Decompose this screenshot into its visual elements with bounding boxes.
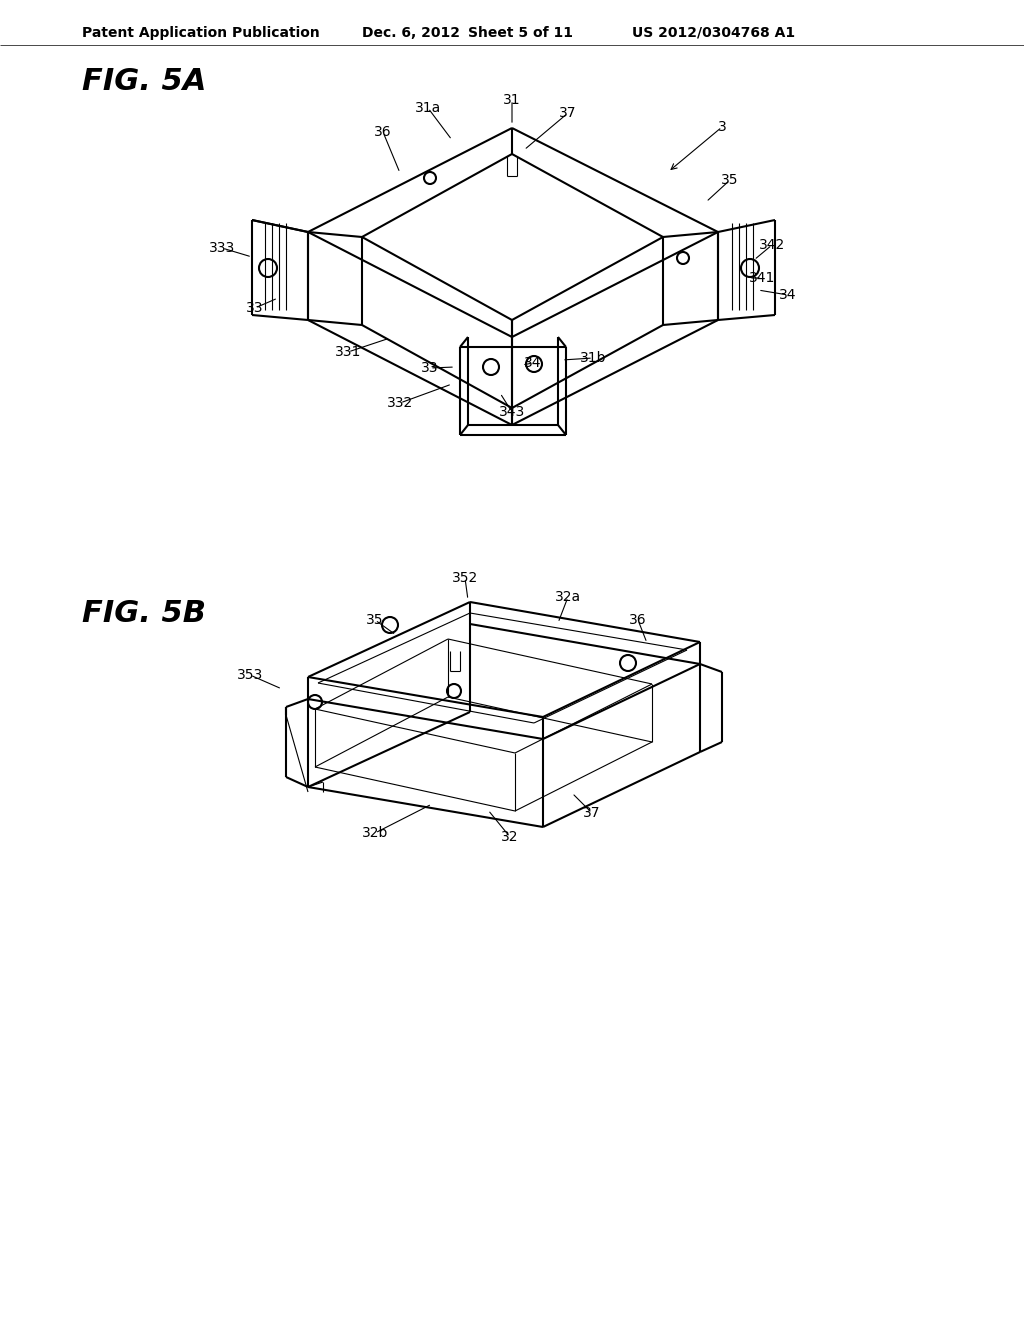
Text: US 2012/0304768 A1: US 2012/0304768 A1 [632,26,795,40]
Text: FIG. 5B: FIG. 5B [82,599,206,628]
Text: 3: 3 [718,120,726,135]
Text: 32b: 32b [361,826,388,840]
Text: FIG. 5A: FIG. 5A [82,67,207,96]
Text: 36: 36 [629,612,647,627]
Text: Patent Application Publication: Patent Application Publication [82,26,319,40]
Text: 352: 352 [452,572,478,585]
Text: 32a: 32a [555,590,581,605]
Text: 31a: 31a [415,102,441,115]
Text: 31b: 31b [580,351,606,366]
Text: Dec. 6, 2012: Dec. 6, 2012 [362,26,460,40]
Text: 342: 342 [759,238,785,252]
Text: 32: 32 [502,830,519,843]
Text: 34: 34 [779,288,797,302]
Text: 35: 35 [721,173,738,187]
Text: 33: 33 [246,301,264,315]
Text: 333: 333 [209,242,236,255]
Text: 37: 37 [584,807,601,820]
Text: 341: 341 [749,271,775,285]
Text: 31: 31 [503,92,521,107]
Text: 353: 353 [237,668,263,682]
Text: Sheet 5 of 11: Sheet 5 of 11 [468,26,573,40]
Text: 36: 36 [374,125,392,139]
Text: 35: 35 [367,612,384,627]
Text: 332: 332 [387,396,413,411]
Text: 33: 33 [421,360,438,375]
Text: 343: 343 [499,405,525,418]
Text: 331: 331 [335,345,361,359]
Text: 37: 37 [559,106,577,120]
Text: 34: 34 [524,356,542,370]
